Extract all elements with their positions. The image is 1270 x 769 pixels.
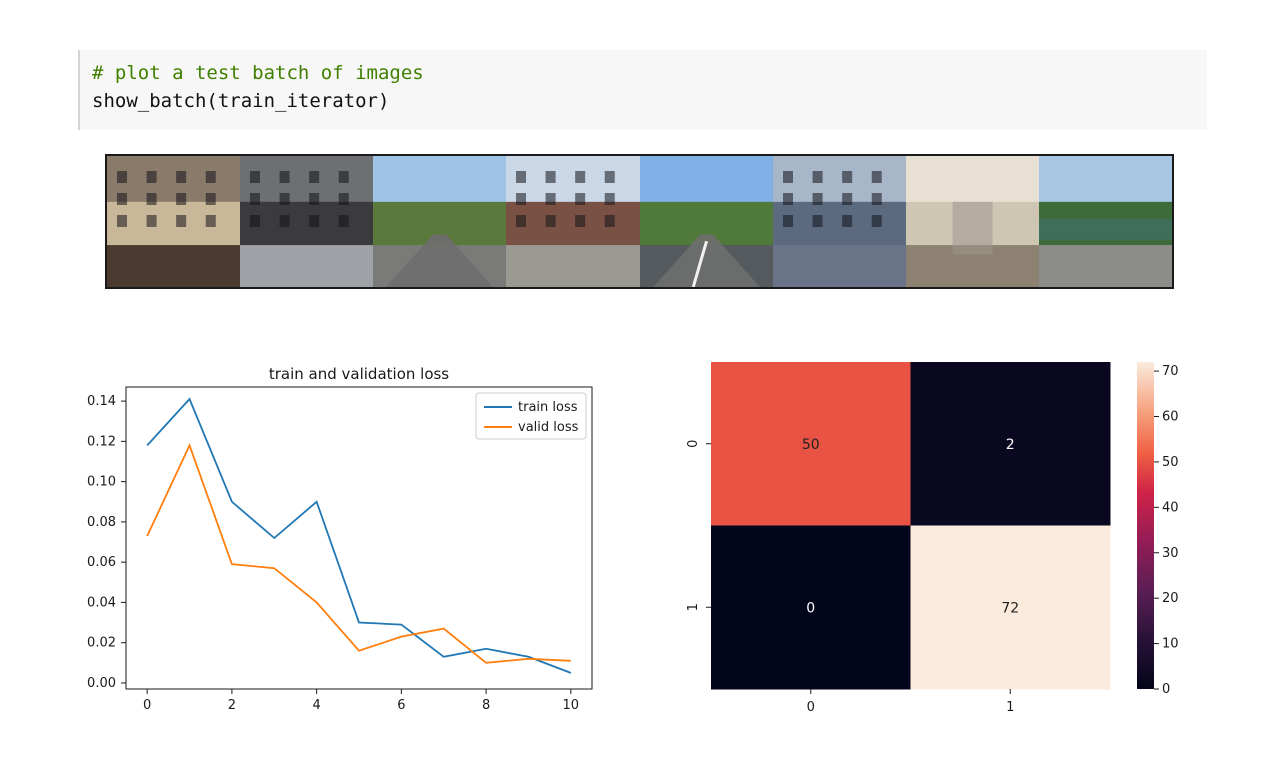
loss-line-chart: train and validation loss 0 2 4 6 8 10 0.00 0.02… <box>87 365 593 713</box>
colorbar-tick-label: 0 <box>1162 682 1170 697</box>
x-tick-label: 6 <box>397 698 405 713</box>
y-tick-label: 0.04 <box>87 595 116 610</box>
highway-road-photo <box>639 156 775 287</box>
y-tick-label: 0.02 <box>87 636 116 651</box>
code-comment: # plot a test batch of images <box>92 62 424 84</box>
series-line-train-loss <box>146 397 572 674</box>
y-tick-label: 0.06 <box>87 555 116 570</box>
col-label: 0 <box>807 700 815 715</box>
image-batch-grid <box>105 154 1174 289</box>
x-tick-label: 4 <box>312 698 320 713</box>
heatmap-annotation: 0 <box>806 600 815 616</box>
colorbar-tick-label: 10 <box>1162 637 1179 652</box>
y-tick-label: 0.12 <box>87 434 116 449</box>
legend-label: valid loss <box>518 420 579 435</box>
heatmap-cell <box>910 525 1111 690</box>
country-road-photo <box>373 156 508 287</box>
heatmap-cell <box>711 362 911 526</box>
street-building-photo <box>107 156 242 287</box>
heatmap-annotation: 50 <box>802 437 820 453</box>
plot-frame <box>125 386 593 690</box>
y-tick-label: 0.14 <box>87 394 116 409</box>
y-tick-label: 0.08 <box>87 515 116 530</box>
heatmap-annotation: 72 <box>1001 600 1019 616</box>
green-fence-photo <box>1038 156 1172 287</box>
beige-wall-photo <box>905 156 1041 287</box>
colorbar-tick-label: 50 <box>1162 455 1179 470</box>
col-label: 1 <box>1006 700 1014 715</box>
legend-label: train loss <box>518 400 578 415</box>
colorbar-tick-label: 70 <box>1162 364 1179 379</box>
heatmap-annotation: 2 <box>1006 437 1015 453</box>
x-tick-label: 8 <box>482 698 490 713</box>
y-tick-label: 0.00 <box>87 676 116 691</box>
dark-brick-building-photo <box>240 156 375 287</box>
row-label: 0 <box>686 440 701 448</box>
heatmap-cell <box>910 362 1111 526</box>
row-label: 1 <box>686 603 701 611</box>
colorbar-tick-label: 20 <box>1162 591 1179 606</box>
code-call: show_batch(train_iterator) <box>92 90 390 112</box>
code-cell[interactable]: # plot a test batch of images show_batch… <box>78 50 1207 130</box>
chart-title: train and validation loss <box>269 365 449 383</box>
colorbar-tick-label: 60 <box>1162 410 1179 425</box>
heatmap-cell <box>711 525 911 690</box>
scaffold-building-photo <box>772 156 908 287</box>
x-tick-label: 0 <box>143 698 151 713</box>
x-tick-label: 2 <box>228 698 236 713</box>
x-tick-label: 10 <box>563 698 580 713</box>
colorbar <box>1137 362 1154 689</box>
series-line-valid-loss <box>146 443 571 664</box>
y-tick-label: 0.10 <box>87 475 116 490</box>
colorbar-tick-label: 40 <box>1162 500 1179 515</box>
brick-apartment-photo <box>506 156 641 287</box>
colorbar-tick-label: 30 <box>1162 546 1179 561</box>
